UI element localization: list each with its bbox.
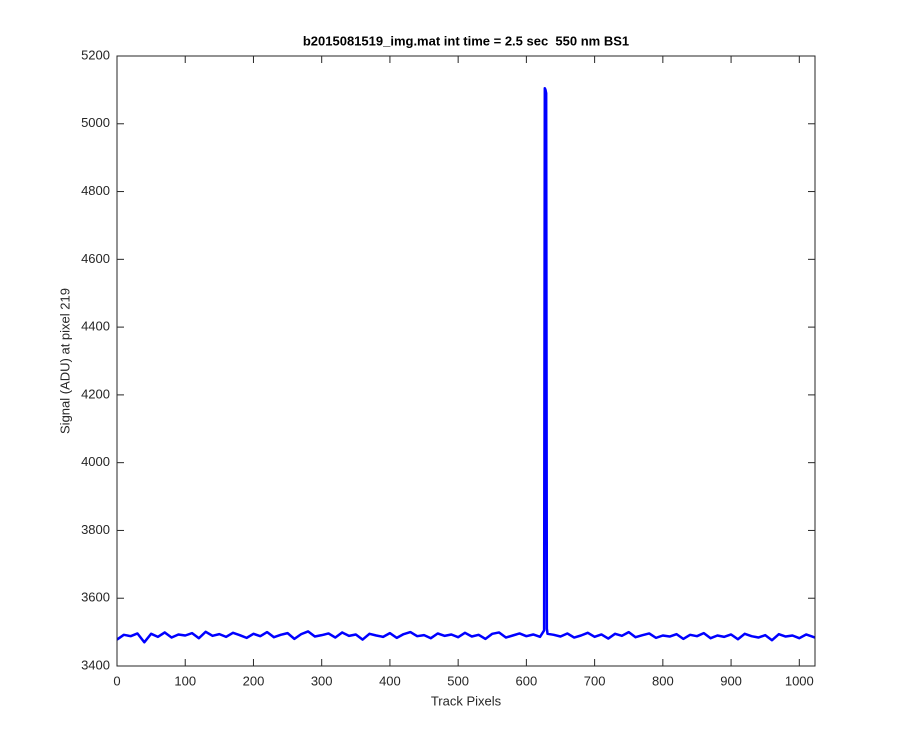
y-tick-label: 4200: [81, 386, 110, 401]
y-tick-label: 3800: [81, 522, 110, 537]
x-tick-label: 200: [243, 673, 265, 688]
x-tick-label: 500: [447, 673, 469, 688]
x-axis-label: Track Pixels: [431, 693, 502, 708]
y-tick-label: 3400: [81, 657, 110, 672]
plot-frame: [116, 55, 816, 667]
data-line: [117, 86, 815, 644]
x-tick-label: 1000: [785, 673, 814, 688]
chart-title: b2015081519_img.mat int time = 2.5 sec 5…: [303, 33, 629, 48]
x-tick-label: 100: [174, 673, 196, 688]
y-tick-label: 4000: [81, 454, 110, 469]
y-tick-label: 5200: [81, 47, 110, 62]
y-tick-label: 4800: [81, 183, 110, 198]
y-tick-label: 5000: [81, 115, 110, 130]
y-axis-label: Signal (ADU) at pixel 219: [57, 288, 72, 434]
y-tick-label: 4400: [81, 319, 110, 334]
x-tick-label: 800: [652, 673, 674, 688]
x-tick-label: 900: [720, 673, 742, 688]
x-tick-label: 600: [516, 673, 538, 688]
x-tick-label: 300: [311, 673, 333, 688]
y-tick-label: 4600: [81, 251, 110, 266]
x-tick-label: 700: [584, 673, 606, 688]
x-tick-label: 0: [113, 673, 120, 688]
y-tick-label: 3600: [81, 590, 110, 605]
x-tick-label: 400: [379, 673, 401, 688]
